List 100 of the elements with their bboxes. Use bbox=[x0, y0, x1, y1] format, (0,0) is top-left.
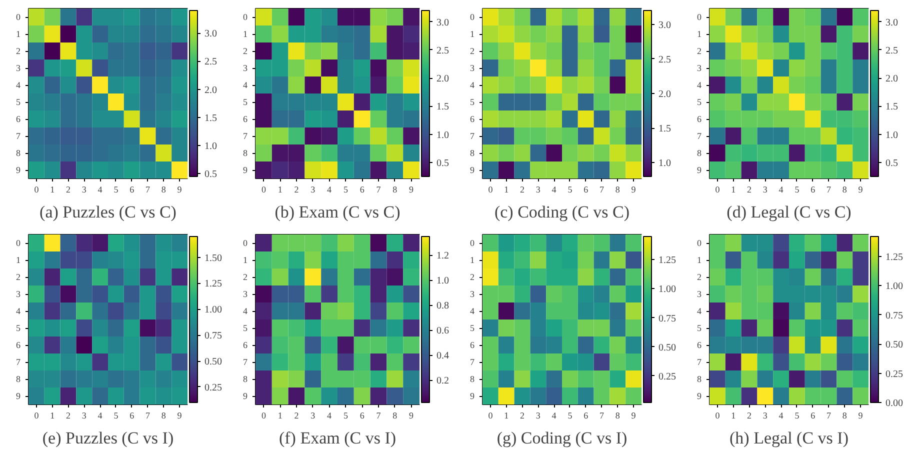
color-bar-label: 2.0 bbox=[436, 74, 449, 85]
y-tick-label: 5 bbox=[16, 323, 21, 333]
x-tick-label: 5 bbox=[794, 184, 800, 194]
color-bar-label: 1.50 bbox=[204, 252, 222, 264]
color-bar-label: 2.0 bbox=[886, 74, 898, 85]
x-tick-label: 8 bbox=[615, 410, 620, 420]
color-bar-label: 0.25 bbox=[204, 382, 222, 394]
y-tick-label: 8 bbox=[243, 148, 248, 158]
x-tick-label: 3 bbox=[536, 184, 541, 194]
x-tick-label: 1 bbox=[504, 184, 509, 194]
color-bar-label: 2.0 bbox=[204, 84, 217, 96]
color-bar-label: 0.4 bbox=[436, 350, 449, 362]
y-tick-label: 9 bbox=[16, 165, 21, 175]
text: (d) Legal (C vs C) bbox=[726, 202, 852, 222]
x-tick-label: 0 bbox=[488, 410, 494, 420]
x-tick-label: 2 bbox=[747, 184, 752, 194]
x-tick-label: 6 bbox=[810, 410, 816, 420]
y-tick-label: 8 bbox=[243, 374, 248, 384]
y-tick-label: 9 bbox=[16, 391, 21, 401]
y-tick-label: 3 bbox=[470, 289, 475, 299]
y-tick-label: 5 bbox=[243, 323, 248, 333]
x-tick-label: 5 bbox=[343, 184, 348, 194]
y-tick-label: 7 bbox=[697, 357, 702, 367]
y-tick-label: 8 bbox=[16, 148, 21, 158]
y-tick-label: 2 bbox=[470, 46, 474, 56]
y-tick-label: 1 bbox=[470, 29, 474, 39]
x-tick-label: 6 bbox=[584, 410, 589, 420]
x-tick-label: 9 bbox=[177, 184, 182, 194]
color-bar-label: 0.75 bbox=[658, 313, 676, 324]
color-bar-label: 1.5 bbox=[658, 124, 671, 135]
x-tick-label: 3 bbox=[82, 184, 87, 194]
y-tick-label: 2 bbox=[697, 46, 702, 56]
y-tick-label: 7 bbox=[16, 131, 21, 141]
color-bar-label: 1.0 bbox=[886, 130, 898, 141]
y-tick-label: 1 bbox=[697, 255, 702, 265]
x-tick-label: 4 bbox=[552, 410, 557, 420]
y-tick-label: 4 bbox=[470, 306, 475, 316]
x-tick-label: 7 bbox=[600, 184, 604, 194]
y-tick-label: 3 bbox=[243, 63, 248, 73]
color-bar-label: 3.0 bbox=[658, 20, 671, 31]
y-tick-label: 7 bbox=[16, 357, 21, 367]
y-tick-label: 4 bbox=[243, 306, 248, 316]
y-tick-label: 7 bbox=[470, 357, 475, 367]
color-bar-label: 0.25 bbox=[886, 368, 903, 380]
x-tick-label: 0 bbox=[34, 410, 40, 420]
x-tick-label: 1 bbox=[504, 410, 509, 420]
color-bar-label: 1.00 bbox=[886, 281, 903, 292]
y-tick-label: 9 bbox=[470, 391, 475, 401]
y-tick-label: 9 bbox=[243, 165, 248, 175]
text: (e) Puzzles (C vs I) bbox=[42, 428, 174, 448]
color-bar-label: 1.2 bbox=[436, 250, 449, 262]
y-tick-label: 1 bbox=[243, 29, 248, 39]
x-tick-label: 1 bbox=[278, 410, 282, 420]
y-tick-label: 5 bbox=[243, 97, 248, 107]
x-tick-label: 8 bbox=[161, 410, 166, 420]
x-tick-label: 3 bbox=[536, 410, 541, 420]
x-tick-label: 0 bbox=[715, 184, 720, 194]
color-bar-label: 0.50 bbox=[886, 340, 903, 351]
y-tick-label: 4 bbox=[16, 306, 21, 316]
y-tick-label: 6 bbox=[16, 114, 21, 124]
y-tick-label: 4 bbox=[697, 80, 702, 90]
x-tick-label: 2 bbox=[66, 184, 70, 194]
x-tick-label: 1 bbox=[731, 410, 736, 420]
x-tick-label: 7 bbox=[146, 410, 150, 420]
x-tick-label: 6 bbox=[360, 410, 365, 420]
color-bar-label: 1.0 bbox=[436, 130, 449, 141]
text: (f) Exam (C vs I) bbox=[278, 428, 396, 448]
color-bar-label: 0.75 bbox=[204, 330, 222, 342]
y-tick-label: 4 bbox=[243, 80, 248, 90]
x-tick-label: 6 bbox=[584, 184, 589, 194]
x-tick-label: 5 bbox=[343, 410, 348, 420]
x-tick-label: 7 bbox=[376, 410, 382, 420]
text: (c) Coding (C vs C) bbox=[494, 202, 630, 222]
x-tick-label: 7 bbox=[146, 184, 150, 194]
text: (b) Exam (C vs C) bbox=[274, 202, 400, 222]
color-bar-label: 2.5 bbox=[204, 56, 217, 68]
x-tick-label: 5 bbox=[568, 184, 573, 194]
x-tick-label: 4 bbox=[327, 184, 332, 194]
y-tick-label: 3 bbox=[697, 289, 702, 299]
x-tick-label: 1 bbox=[50, 184, 55, 194]
color-bar-label: 0.6 bbox=[436, 326, 449, 337]
y-tick-label: 3 bbox=[16, 63, 21, 73]
x-tick-label: 0 bbox=[488, 184, 494, 194]
color-bar-label: 1.5 bbox=[886, 102, 898, 113]
x-tick-label: 4 bbox=[778, 184, 784, 194]
color-bar-label: 1.0 bbox=[658, 158, 671, 170]
y-tick-label: 4 bbox=[16, 80, 21, 90]
y-tick-label: 1 bbox=[16, 29, 20, 39]
x-tick-label: 0 bbox=[261, 410, 266, 420]
y-tick-label: 5 bbox=[697, 97, 702, 107]
y-tick-label: 9 bbox=[243, 391, 248, 401]
y-tick-label: 0 bbox=[16, 12, 21, 22]
color-bar-label: 0.00 bbox=[886, 398, 903, 409]
y-tick-label: 0 bbox=[243, 238, 248, 248]
x-tick-label: 3 bbox=[310, 410, 316, 420]
x-tick-label: 2 bbox=[520, 184, 524, 194]
y-tick-label: 9 bbox=[470, 165, 475, 175]
x-tick-label: 8 bbox=[392, 184, 398, 194]
color-bar-label: 0.5 bbox=[204, 169, 217, 180]
x-tick-label: 3 bbox=[762, 410, 768, 420]
